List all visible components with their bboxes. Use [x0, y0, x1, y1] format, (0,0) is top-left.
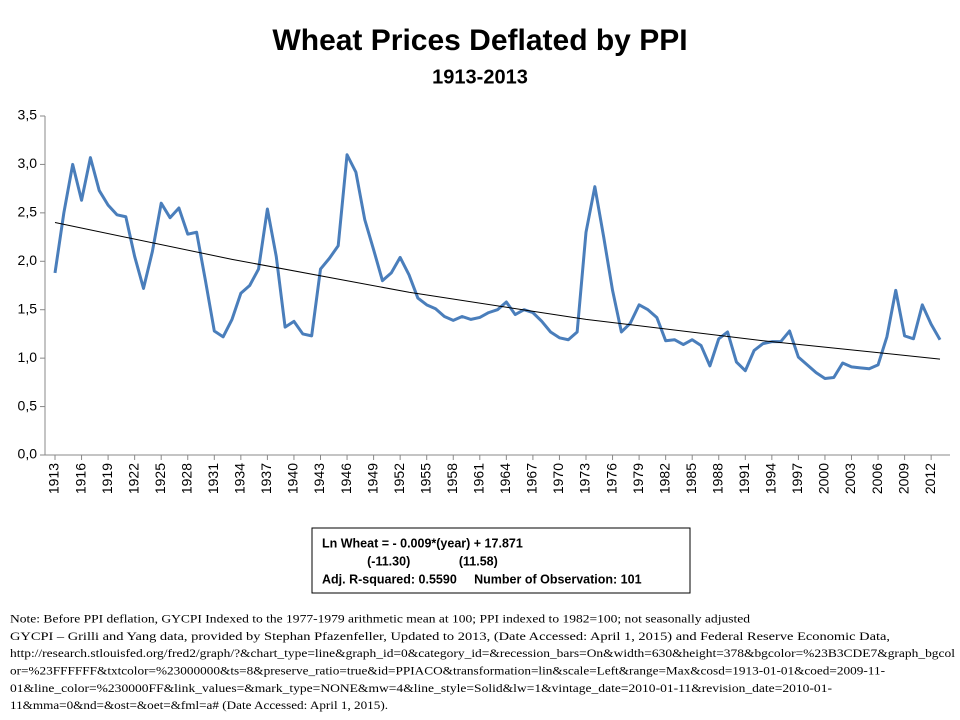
- x-tick-label: 1961: [471, 463, 487, 494]
- chart-title: Wheat Prices Deflated by PPI: [272, 24, 687, 57]
- chart-subtitle: 1913-2013: [432, 66, 528, 88]
- y-tick-label: 1,0: [18, 349, 38, 365]
- x-tick-label: 1955: [417, 463, 433, 494]
- x-tick-label: 1949: [364, 463, 380, 494]
- y-tick-label: 2,5: [18, 204, 38, 220]
- x-tick-label: 1919: [99, 463, 115, 494]
- x-tick-label: 1973: [577, 463, 593, 494]
- x-tick-label: 1928: [178, 463, 194, 494]
- x-tick-label: 1952: [391, 463, 407, 494]
- y-tick-label: 3,0: [18, 155, 38, 171]
- x-tick-label: 1994: [763, 463, 779, 494]
- annotation-line: (-11.30) (11.58): [322, 554, 498, 568]
- x-tick-label: 2003: [842, 463, 858, 494]
- x-tick-label: 1931: [205, 463, 221, 494]
- x-tick-label: 1985: [683, 463, 699, 494]
- x-tick-label: 1934: [232, 463, 248, 494]
- x-tick-label: 1916: [72, 463, 88, 494]
- x-tick-label: 1922: [125, 463, 141, 494]
- x-tick-label: 1943: [311, 463, 327, 494]
- x-tick-label: 1940: [285, 463, 301, 494]
- x-tick-label: 1970: [550, 463, 566, 494]
- y-tick-label: 1,5: [18, 300, 38, 316]
- x-tick-label: 1925: [152, 463, 168, 494]
- x-tick-label: 1997: [789, 463, 805, 494]
- y-tick-label: 0,5: [18, 397, 38, 413]
- x-tick-label: 1991: [736, 463, 752, 494]
- data-line: [53, 153, 942, 380]
- x-tick-label: 1967: [524, 463, 540, 494]
- x-tick-label: 2000: [816, 463, 832, 494]
- x-tick-label: 1913: [46, 463, 62, 494]
- note-line: GYCPI – Grilli and Yang data, provided b…: [10, 631, 890, 643]
- annotation-box: [311, 527, 691, 594]
- y-tick-label: 2,0: [18, 252, 38, 268]
- note-line: or=%23FFFFFF&txtcolor=%23000000&ts=8&pre…: [10, 666, 885, 678]
- note-line: 11&mma=0&nd=&ost=&oet=&fml=a# (Date Acce…: [10, 700, 388, 712]
- note-line: 01&line_color=%230000FF&link_values=&mar…: [10, 683, 832, 695]
- x-tick-label: 1976: [603, 463, 619, 494]
- y-tick-label: 3,5: [18, 107, 38, 123]
- x-tick-label: 1946: [338, 463, 354, 494]
- x-tick-label: 1958: [444, 463, 460, 494]
- x-tick-label: 1964: [497, 463, 513, 494]
- x-tick-label: 1982: [656, 463, 672, 494]
- x-tick-label: 1988: [709, 463, 725, 494]
- data-line: [54, 222, 941, 360]
- x-tick-label: 1937: [258, 463, 274, 494]
- note-line: http://research.stlouisfed.org/fred2/gra…: [10, 648, 955, 660]
- x-tick-label: 2012: [922, 463, 938, 494]
- note-line: Note: Before PPI deflation, GYCPI Indexe…: [10, 614, 750, 626]
- x-tick-label: 2009: [895, 463, 911, 494]
- x-tick-label: 1979: [630, 463, 646, 494]
- y-tick-label: 0,0: [18, 446, 38, 462]
- annotation-line: Ln Wheat = - 0.009*(year) + 17.871: [322, 536, 523, 550]
- x-tick-label: 2006: [869, 463, 885, 494]
- annotation-line: Adj. R-squared: 0.5590 Number of Observa…: [322, 572, 642, 586]
